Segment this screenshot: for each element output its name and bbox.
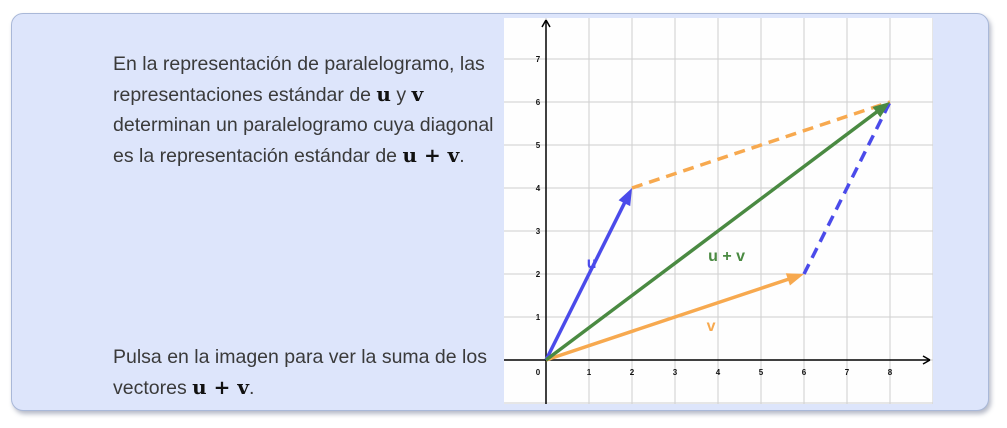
y-tick-label: 6 [536, 98, 541, 107]
text-segment: y [390, 84, 412, 106]
vector-u-plus-v-label: u + v [708, 248, 745, 265]
vector-graph-svg[interactable]: 0 1 2 3 4 5 6 7 8 1 2 3 4 5 6 7 u v u + v [502, 15, 934, 404]
x-tick-label: 1 [587, 368, 592, 377]
text-segment: Pulsa en la imagen para ver la suma de l… [113, 346, 487, 399]
text-segment: En la representación de paralelogramo, l… [113, 53, 485, 106]
vector-v-label: v [707, 318, 716, 335]
vector-u-plus-v-arrowhead [872, 102, 890, 118]
vector-u-arrowhead [618, 188, 632, 207]
vector-u-label: u [587, 255, 597, 272]
y-tick-label: 2 [536, 270, 541, 279]
y-tick-label: 4 [536, 184, 541, 193]
instruction-paragraph: Pulsa en la imagen para ver la suma de l… [113, 342, 503, 403]
vector-v-line [545, 277, 791, 362]
x-tick-label: 7 [845, 368, 850, 377]
y-tick-label: 3 [536, 227, 541, 236]
x-tick-label: 3 [673, 368, 678, 377]
vector-u-plus-v-line [544, 109, 880, 362]
x-tick-label: 0 [536, 368, 541, 377]
x-tick-label: 4 [716, 368, 721, 377]
x-tick-label: 2 [630, 368, 635, 377]
text-segment: . [248, 377, 255, 399]
vector-v-symbol: v [411, 82, 424, 106]
vector-u-translated-line [802, 101, 892, 275]
description-paragraph: En la representación de paralelogramo, l… [113, 49, 503, 171]
vector-u-line [544, 200, 627, 361]
y-tick-label: 1 [536, 313, 541, 322]
y-tick-label: 5 [536, 141, 541, 150]
vector-v-arrowhead [785, 273, 804, 286]
x-tick-label: 5 [759, 368, 764, 377]
y-axis-arrow-icon [541, 19, 551, 28]
text-segment: determinan un paralelogramo cuya diagona… [113, 114, 494, 167]
vector-graph[interactable]: 0 1 2 3 4 5 6 7 8 1 2 3 4 5 6 7 u v u + v [502, 15, 934, 404]
x-axis-arrow-icon [922, 355, 931, 365]
vector-sum-symbol: u + v [192, 375, 249, 399]
y-tick-label: 7 [536, 55, 541, 64]
x-tick-label: 6 [802, 368, 807, 377]
vector-u-symbol: u [376, 82, 391, 106]
text-segment: . [459, 145, 465, 167]
vector-v-translated-line [631, 100, 891, 190]
x-tick-label: 8 [888, 368, 893, 377]
vector-sum-symbol: u + v [402, 143, 460, 167]
